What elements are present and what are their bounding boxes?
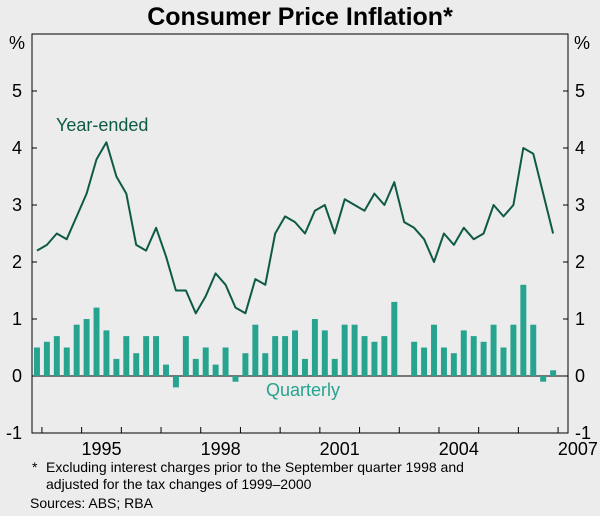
quarterly-bar (331, 358, 338, 376)
y-axis-right: -1 0 1 2 3 4 5 (563, 81, 591, 443)
quarterly-bar (53, 336, 60, 376)
quarterly-bar (391, 301, 398, 376)
quarterly-bar (33, 347, 40, 376)
quarterly-bar (361, 336, 368, 376)
quarterly-bar (123, 336, 130, 376)
y-tick-label-left: 2 (12, 252, 22, 272)
quarterly-bar (292, 330, 299, 376)
quarterly-bar (232, 376, 239, 382)
quarterly-bar (411, 341, 418, 376)
quarterly-bar (282, 336, 289, 376)
x-axis-ticks (41, 427, 559, 433)
quarterly-bar (262, 353, 269, 376)
quarterly-bar (153, 336, 160, 376)
quarterly-bar (192, 358, 199, 376)
y-tick-label-right: 5 (575, 81, 585, 101)
quarterly-bar (182, 336, 189, 376)
y-axis-left: -1 0 1 2 3 4 5 (6, 81, 37, 443)
quarterly-bar (63, 347, 70, 376)
y-tick-label-right: 0 (575, 366, 585, 386)
quarterly-bar (480, 341, 487, 376)
quarterly-bar (371, 341, 378, 376)
y-tick-label-left: 5 (12, 81, 22, 101)
y-tick-label-right: 2 (575, 252, 585, 272)
quarterly-bar (321, 330, 328, 376)
y-tick-label-left: 4 (12, 138, 22, 158)
quarterly-bar (83, 319, 90, 376)
quarterly-bar (530, 324, 537, 376)
plot-area-frame (31, 33, 569, 434)
quarterly-bar (470, 336, 477, 376)
x-tick-label: 2001 (320, 439, 360, 459)
quarterly-bar (421, 347, 428, 376)
quarterly-bar (202, 347, 209, 376)
quarterly-bars (33, 284, 557, 388)
quarterly-bar (490, 324, 497, 376)
y-tick-label-right: 4 (575, 138, 585, 158)
quarterly-bar (311, 319, 318, 376)
quarterly-bar (550, 370, 557, 376)
quarterly-bar (133, 353, 140, 376)
quarterly-bar (252, 324, 259, 376)
quarterly-bar (341, 324, 348, 376)
quarterly-bar (510, 324, 517, 376)
x-tick-label: 2004 (439, 439, 479, 459)
year-ended-label: Year-ended (56, 115, 148, 135)
quarterly-bar (222, 347, 229, 376)
quarterly-bar (381, 336, 388, 376)
quarterly-label: Quarterly (266, 380, 340, 400)
quarterly-bar (143, 336, 150, 376)
y-unit-left: % (9, 33, 25, 53)
x-tick-label: 2007 (558, 439, 598, 459)
quarterly-bar (113, 358, 120, 376)
y-unit-right: % (574, 33, 590, 53)
quarterly-bar (93, 307, 100, 376)
y-tick-label-left: 1 (12, 309, 22, 329)
x-tick-label: 1998 (201, 439, 241, 459)
footnote-marker: * (32, 459, 38, 475)
quarterly-bar (440, 347, 447, 376)
quarterly-bar (450, 353, 457, 376)
x-axis-labels: 1995 1998 2001 2004 2007 (81, 439, 597, 459)
quarterly-bar (73, 324, 80, 376)
y-tick-label-right: 1 (575, 309, 585, 329)
quarterly-bar (242, 353, 249, 376)
year-ended-line (36, 141, 555, 315)
quarterly-bar (460, 330, 467, 376)
quarterly-bar (172, 376, 179, 388)
quarterly-bar (103, 330, 110, 376)
y-tick-label-left: 3 (12, 195, 22, 215)
quarterly-bar (43, 341, 50, 376)
quarterly-bar (351, 324, 358, 376)
quarterly-bar (431, 324, 437, 376)
y-tick-label-left: 0 (12, 366, 22, 386)
quarterly-bar (520, 284, 527, 376)
quarterly-bar (163, 364, 169, 376)
quarterly-bar (272, 336, 279, 376)
sources-note: Sources: ABS; RBA (30, 495, 154, 511)
quarterly-bar (500, 347, 507, 376)
y-tick-label-right: 3 (575, 195, 585, 215)
quarterly-bar (212, 364, 219, 376)
footnote-line-2: adjusted for the tax changes of 1999–200… (46, 476, 312, 492)
footnote-line-1: Excluding interest charges prior to the … (46, 459, 464, 475)
y-tick-label-left: -1 (6, 423, 22, 443)
quarterly-bar (540, 376, 547, 382)
chart-title: Consumer Price Inflation* (147, 3, 453, 31)
quarterly-bar (301, 358, 308, 376)
x-tick-label: 1995 (81, 439, 121, 459)
y-tick-label-right: -1 (575, 423, 591, 443)
